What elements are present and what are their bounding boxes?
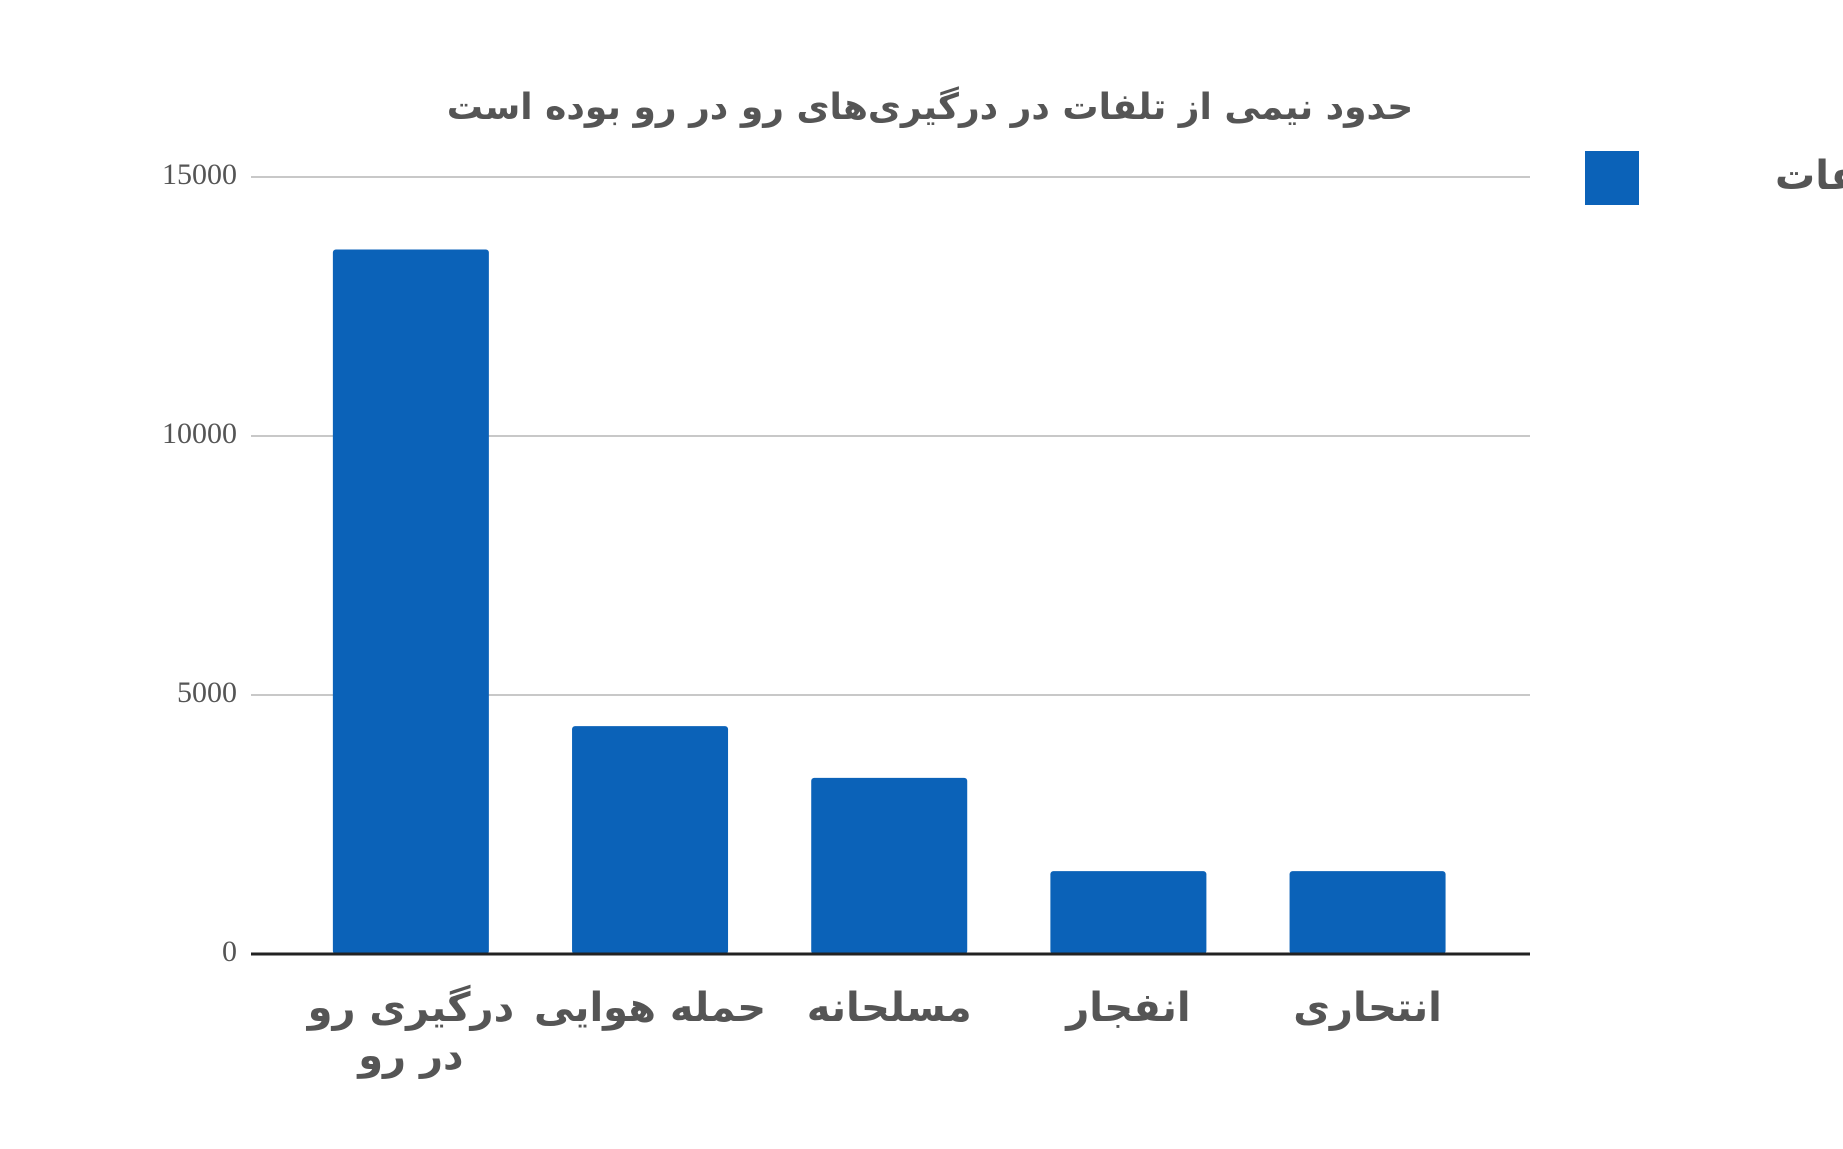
bar <box>811 777 968 954</box>
chart-title: حدود نیمی از تلفات در درگیری‌های رو در ر… <box>447 86 1414 128</box>
bar <box>572 726 729 954</box>
legend-swatch <box>1585 151 1639 205</box>
y-tick-label: 15000 <box>162 158 237 191</box>
y-tick-label: 0 <box>222 935 237 968</box>
y-tick-label: 10000 <box>162 417 237 450</box>
x-tick-label: انتحاری <box>1293 985 1442 1031</box>
y-tick-label: 5000 <box>177 676 237 709</box>
x-tick-label: انفجار <box>1066 985 1191 1031</box>
x-tick-label: درگیری رو در رو <box>307 985 515 1079</box>
x-tick-label: حمله هوایی <box>533 985 767 1031</box>
bar <box>332 249 489 954</box>
bar <box>1289 871 1446 954</box>
x-tick-label: مسلحانه <box>806 985 972 1031</box>
legend-label: تلفات <box>1775 153 1843 199</box>
bar <box>1050 871 1207 954</box>
